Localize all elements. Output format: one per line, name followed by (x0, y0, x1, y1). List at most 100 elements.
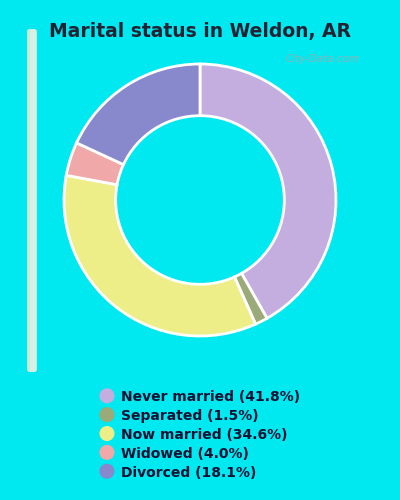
Bar (30, 30, 34, 370)
Bar (28, 30, 32, 370)
Bar (30, 30, 34, 370)
Bar (29, 30, 32, 370)
Bar (30, 30, 33, 370)
Wedge shape (234, 274, 267, 324)
Bar (29, 30, 32, 370)
Bar (30, 30, 34, 370)
Bar (28, 30, 32, 370)
Bar (29, 30, 33, 370)
Bar (31, 30, 34, 370)
Bar (28, 30, 32, 370)
Bar (31, 30, 34, 370)
Bar (28, 30, 32, 370)
Bar (29, 30, 33, 370)
Bar (30, 30, 34, 370)
Bar (31, 30, 35, 370)
Bar (29, 30, 33, 370)
Bar (28, 30, 32, 370)
Bar (30, 30, 34, 370)
Bar (28, 30, 32, 370)
Bar (28, 30, 32, 370)
Bar (29, 30, 32, 370)
Bar (28, 30, 32, 370)
Bar (28, 30, 32, 370)
Bar (29, 30, 32, 370)
Bar (28, 30, 32, 370)
Bar (29, 30, 32, 370)
Bar (31, 30, 34, 370)
Bar (30, 30, 34, 370)
Bar (28, 30, 32, 370)
Bar (30, 30, 34, 370)
Bar (30, 30, 33, 370)
Bar (30, 30, 33, 370)
Bar (29, 30, 32, 370)
Bar (28, 30, 32, 370)
Bar (29, 30, 33, 370)
Bar (30, 30, 34, 370)
Text: Marital status in Weldon, AR: Marital status in Weldon, AR (49, 22, 351, 42)
Bar (31, 30, 34, 370)
Bar (29, 30, 32, 370)
Bar (32, 30, 35, 370)
Bar (29, 30, 32, 370)
Bar (29, 30, 32, 370)
Bar (31, 30, 35, 370)
Bar (31, 30, 34, 370)
Bar (29, 30, 32, 370)
Wedge shape (76, 64, 200, 164)
Bar (30, 30, 34, 370)
Bar (31, 30, 34, 370)
Bar (30, 30, 34, 370)
Bar (29, 30, 32, 370)
Bar (30, 30, 33, 370)
Bar (31, 30, 35, 370)
Bar (28, 30, 32, 370)
Bar (30, 30, 34, 370)
Bar (30, 30, 34, 370)
Bar (30, 30, 34, 370)
Bar (30, 30, 33, 370)
Bar (31, 30, 35, 370)
Bar (30, 30, 33, 370)
Wedge shape (200, 64, 336, 318)
Bar (29, 30, 32, 370)
Bar (30, 30, 34, 370)
Text: City-Data.com: City-Data.com (286, 54, 360, 64)
Bar (29, 30, 32, 370)
Bar (30, 30, 33, 370)
Bar (30, 30, 33, 370)
Bar (31, 30, 34, 370)
Bar (31, 30, 34, 370)
Bar (31, 30, 34, 370)
Bar (31, 30, 35, 370)
Bar (29, 30, 33, 370)
Bar (29, 30, 33, 370)
Bar (29, 30, 33, 370)
Bar (28, 30, 32, 370)
Bar (30, 30, 34, 370)
Bar (30, 30, 33, 370)
Bar (31, 30, 34, 370)
Bar (30, 30, 34, 370)
Bar (30, 30, 34, 370)
Bar (30, 30, 33, 370)
Bar (28, 30, 32, 370)
Legend: Never married (41.8%), Separated (1.5%), Now married (34.6%), Widowed (4.0%), Di: Never married (41.8%), Separated (1.5%),… (100, 390, 300, 480)
Bar (28, 30, 32, 370)
Bar (31, 30, 34, 370)
Bar (30, 30, 33, 370)
Bar (31, 30, 35, 370)
Bar (28, 30, 32, 370)
Bar (30, 30, 33, 370)
Bar (31, 30, 34, 370)
Bar (29, 30, 32, 370)
Bar (31, 30, 35, 370)
Bar (30, 30, 33, 370)
Bar (30, 30, 33, 370)
Bar (30, 30, 33, 370)
Bar (31, 30, 34, 370)
Bar (31, 30, 34, 370)
Bar (31, 30, 34, 370)
Bar (30, 30, 34, 370)
